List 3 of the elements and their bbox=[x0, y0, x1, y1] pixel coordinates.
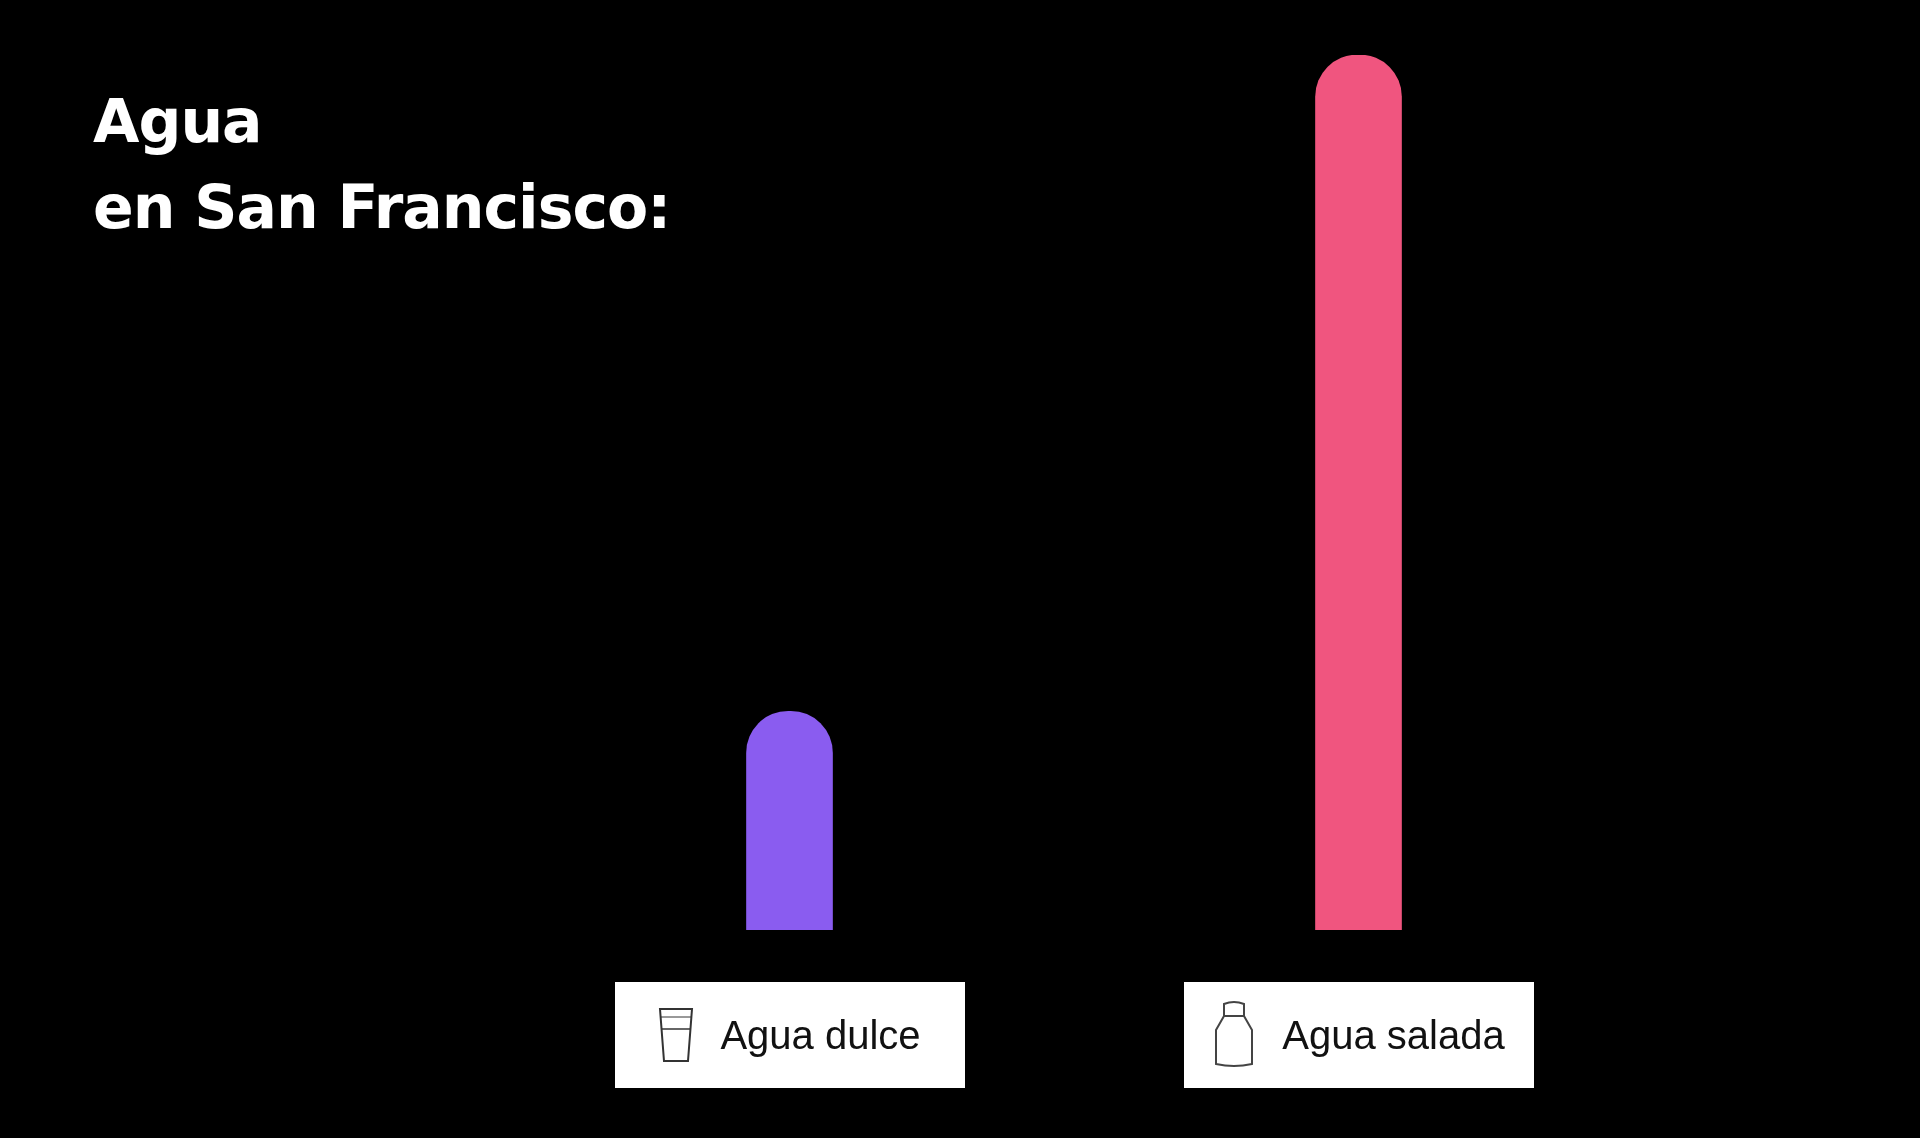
x-tick-label: Agua salada bbox=[1282, 1012, 1505, 1058]
text: Agua en San Francisco: bbox=[93, 85, 671, 244]
x-tick-label: Agua dulce bbox=[720, 1012, 921, 1058]
